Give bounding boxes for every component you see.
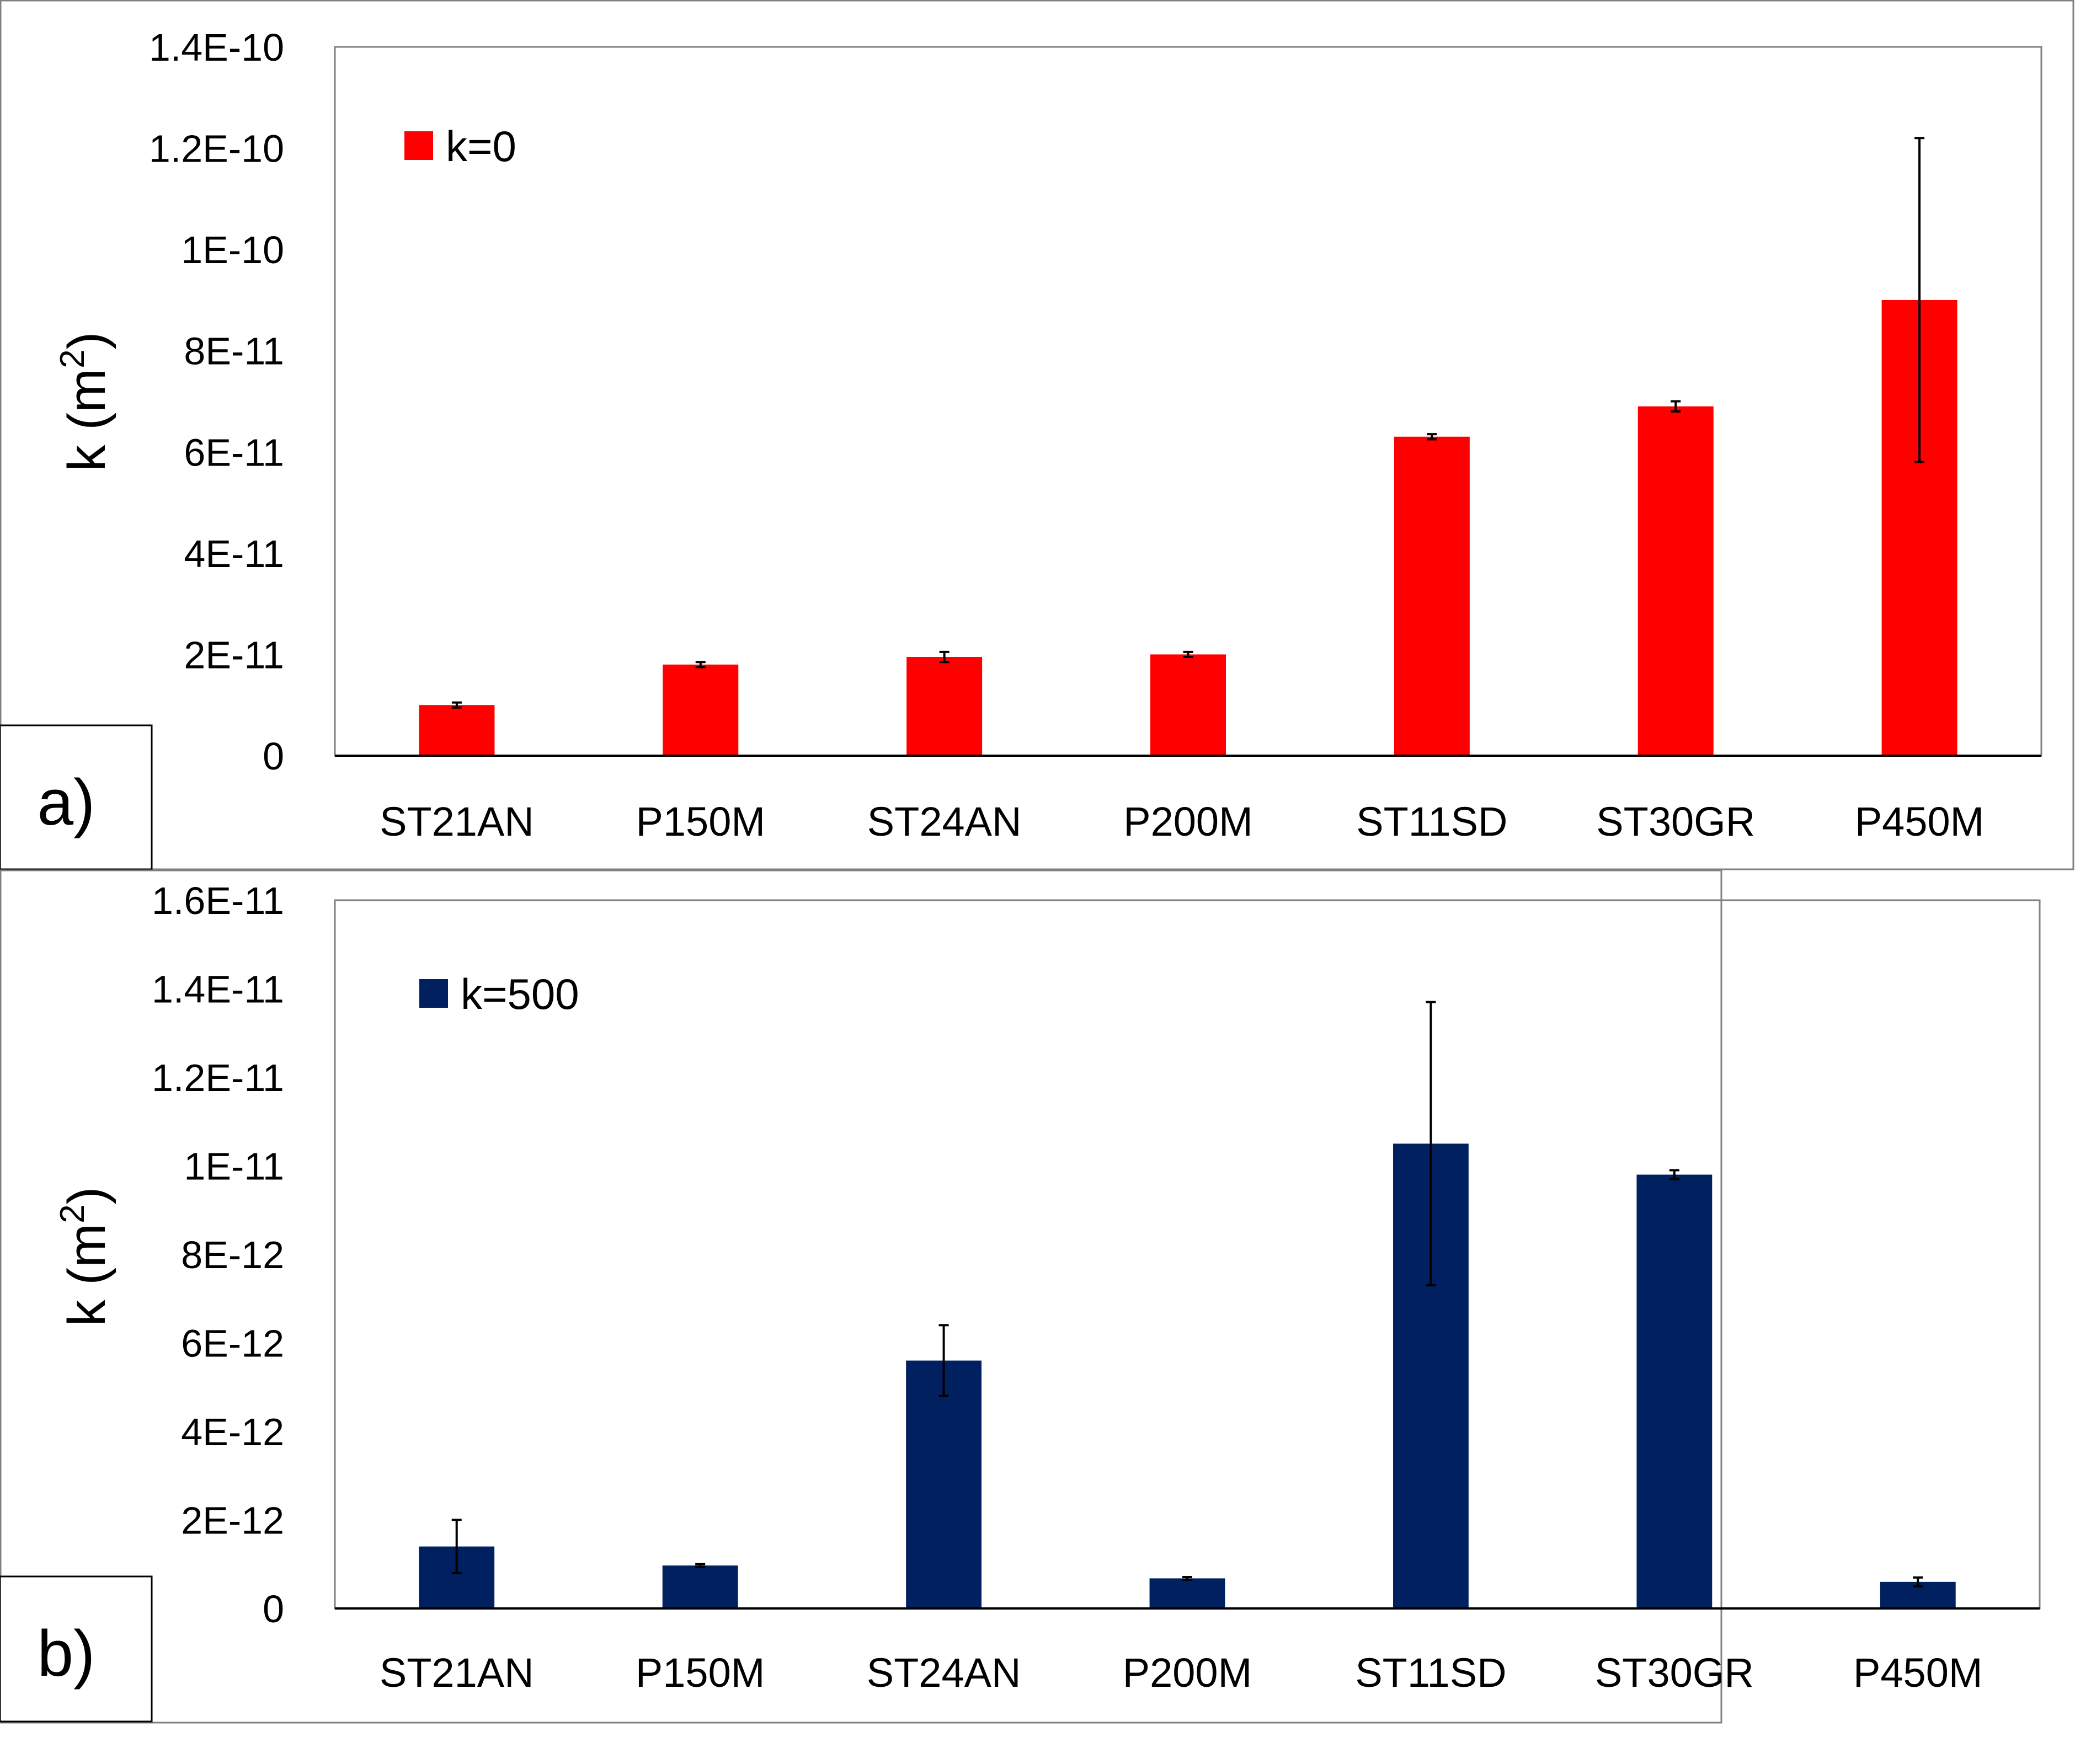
y-tick-label: 8E-12 bbox=[181, 1233, 284, 1276]
error-bar-st30gr bbox=[1671, 400, 1681, 413]
y-tick-label: 4E-11 bbox=[184, 532, 284, 575]
error-bar-st24an bbox=[938, 1324, 949, 1397]
y-axis-title: k (m2) bbox=[54, 1186, 116, 1326]
legend: k=500 bbox=[419, 970, 579, 1018]
y-tick-label: 1.2E-11 bbox=[152, 1056, 284, 1099]
x-category-label: ST30GR bbox=[1596, 799, 1755, 844]
chart-frame bbox=[0, 0, 2074, 870]
bar-st24an bbox=[906, 1360, 982, 1608]
y-tick-label: 1.4E-10 bbox=[149, 26, 284, 69]
panel-label-box bbox=[0, 724, 153, 870]
bar-st30gr bbox=[1637, 406, 1714, 756]
error-bar-p150m bbox=[695, 1563, 706, 1568]
legend: k=0 bbox=[404, 122, 516, 170]
x-category-label: ST24AN bbox=[867, 1650, 1021, 1696]
error-bar-p150m bbox=[695, 661, 706, 669]
error-bar-p450m bbox=[1913, 1576, 1923, 1587]
x-category-label: P450M bbox=[1853, 1650, 1982, 1696]
x-category-label: P450M bbox=[1855, 799, 1984, 844]
y-tick-label: 1E-10 bbox=[181, 228, 284, 271]
bar-p150m bbox=[663, 664, 739, 756]
x-category-label: P200M bbox=[1123, 799, 1252, 844]
x-category-label: ST24AN bbox=[867, 799, 1022, 844]
chart-panel-b: 0 2E-12 4E-12 6E-12 8E-12 1E-11 1.2E-11 1.4E-11… bbox=[0, 869, 2041, 1724]
x-category-label: ST11SD bbox=[1356, 799, 1507, 844]
y-tick-label: 6E-11 bbox=[184, 431, 284, 474]
error-bar-st11sd bbox=[1427, 433, 1437, 441]
x-category-label: ST21AN bbox=[380, 1650, 534, 1696]
y-tick-label: 1.2E-10 bbox=[149, 127, 284, 170]
y-tick-label: 1.4E-11 bbox=[152, 968, 284, 1011]
error-bar-p200m bbox=[1183, 650, 1193, 659]
x-category-label: P200M bbox=[1123, 1650, 1252, 1696]
x-category-label: ST30GR bbox=[1595, 1650, 1754, 1696]
error-bar-st30gr bbox=[1669, 1169, 1679, 1180]
y-tick-label: 8E-11 bbox=[184, 330, 284, 373]
panel-label-box bbox=[0, 1575, 153, 1723]
y-tick-label: 0 bbox=[263, 735, 284, 778]
legend-swatch bbox=[404, 131, 433, 160]
legend-label: k=0 bbox=[446, 122, 516, 170]
x-category-label: ST21AN bbox=[380, 799, 534, 844]
error-bar-p450m bbox=[1914, 137, 1925, 463]
error-bar-st24an bbox=[939, 650, 950, 664]
x-category-label: P150M bbox=[636, 799, 765, 844]
y-tick-label: 4E-12 bbox=[181, 1410, 284, 1453]
y-tick-label: 1.6E-11 bbox=[152, 879, 284, 922]
x-category-label: ST11SD bbox=[1355, 1650, 1506, 1696]
bar-p200m bbox=[1150, 654, 1226, 756]
chart-panel-a: 0 2E-11 4E-11 6E-11 8E-11 1E-10 1.2E-10 1.4E-10… bbox=[0, 0, 2074, 870]
panel-label: b) bbox=[38, 1617, 95, 1690]
error-bar-st21an bbox=[451, 1519, 462, 1574]
error-bar-p200m bbox=[1182, 1576, 1192, 1581]
y-axis-title: k (m2) bbox=[54, 332, 116, 471]
y-tick-label: 2E-11 bbox=[184, 633, 284, 676]
y-tick-label: 6E-12 bbox=[181, 1322, 284, 1365]
y-tick-label: 2E-12 bbox=[181, 1499, 284, 1542]
bar-p150m bbox=[662, 1565, 738, 1608]
legend-label: k=500 bbox=[461, 970, 579, 1018]
bar-st30gr bbox=[1636, 1174, 1713, 1608]
bar-st21an bbox=[419, 705, 495, 756]
legend-swatch bbox=[419, 979, 448, 1008]
error-bar-st21an bbox=[451, 701, 462, 709]
bar-st24an bbox=[906, 657, 983, 756]
error-bar-st11sd bbox=[1426, 1001, 1436, 1287]
bar-st11sd bbox=[1394, 436, 1470, 756]
x-category-label: P150M bbox=[636, 1650, 765, 1696]
y-tick-label: 0 bbox=[263, 1587, 284, 1631]
bar-p200m bbox=[1149, 1578, 1225, 1608]
y-tick-label: 1E-11 bbox=[184, 1145, 284, 1188]
panel-label: a) bbox=[38, 766, 95, 839]
